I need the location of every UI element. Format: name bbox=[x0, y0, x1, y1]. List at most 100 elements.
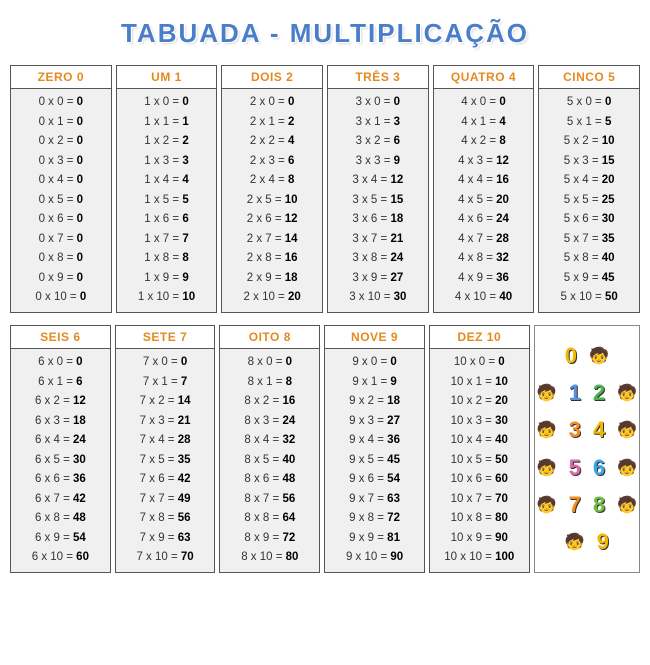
kid-icon: 🧒 bbox=[537, 458, 557, 478]
table-header: SEIS 6 bbox=[11, 326, 110, 349]
table-row: 4 x 10 = 40 bbox=[436, 288, 532, 308]
table-row: 3 x 10 = 30 bbox=[330, 288, 426, 308]
table-row: 4 x 8 = 32 bbox=[436, 249, 532, 269]
table-row: 5 x 9 = 45 bbox=[541, 269, 637, 289]
table-row: 3 x 7 = 21 bbox=[330, 230, 426, 250]
table-row: 4 x 2 = 8 bbox=[436, 132, 532, 152]
table-row: 3 x 4 = 12 bbox=[330, 171, 426, 191]
table-row: 2 x 4 = 8 bbox=[224, 171, 320, 191]
table-row: 3 x 3 = 9 bbox=[330, 152, 426, 172]
table-row: 9 x 1 = 9 bbox=[327, 373, 422, 393]
table-body: 3 x 0 = 03 x 1 = 33 x 2 = 63 x 3 = 93 x … bbox=[328, 89, 428, 312]
table-row: 10 x 5 = 50 bbox=[432, 451, 527, 471]
table-row: 0 x 5 = 0 bbox=[13, 191, 109, 211]
table-row: 10 x 0 = 0 bbox=[432, 353, 527, 373]
table-row: 10 x 2 = 20 bbox=[432, 392, 527, 412]
table-body: 9 x 0 = 09 x 1 = 99 x 2 = 189 x 3 = 279 … bbox=[325, 349, 424, 572]
table-row: 1 x 7 = 7 bbox=[119, 230, 215, 250]
table-row: 9 x 8 = 72 bbox=[327, 509, 422, 529]
kid-icon: 🧒 bbox=[537, 495, 557, 515]
table-row: 1 x 8 = 8 bbox=[119, 249, 215, 269]
table-row: 2 x 6 = 12 bbox=[224, 210, 320, 230]
table-body: 4 x 0 = 04 x 1 = 44 x 2 = 84 x 3 = 124 x… bbox=[434, 89, 534, 312]
kid-icon: 🧒 bbox=[617, 458, 637, 478]
times-table-5: CINCO 55 x 0 = 05 x 1 = 55 x 2 = 105 x 3… bbox=[538, 65, 640, 313]
decor-row: 🧒 56 🧒 bbox=[537, 455, 637, 481]
table-row: 7 x 8 = 56 bbox=[118, 509, 213, 529]
table-header: ZERO 0 bbox=[11, 66, 111, 89]
decor-digit-8: 8 bbox=[593, 492, 605, 518]
table-row: 7 x 1 = 7 bbox=[118, 373, 213, 393]
table-row: 1 x 0 = 0 bbox=[119, 93, 215, 113]
decor-digit-7: 7 bbox=[569, 492, 581, 518]
table-header: QUATRO 4 bbox=[434, 66, 534, 89]
table-row: 5 x 8 = 40 bbox=[541, 249, 637, 269]
table-row: 2 x 3 = 6 bbox=[224, 152, 320, 172]
table-row: 10 x 4 = 40 bbox=[432, 431, 527, 451]
table-row: 2 x 8 = 16 bbox=[224, 249, 320, 269]
table-row: 4 x 1 = 4 bbox=[436, 113, 532, 133]
times-table-2: DOIS 22 x 0 = 02 x 1 = 22 x 2 = 42 x 3 =… bbox=[221, 65, 323, 313]
table-row: 6 x 10 = 60 bbox=[13, 548, 108, 568]
table-row: 6 x 9 = 54 bbox=[13, 529, 108, 549]
tables-row-1: ZERO 00 x 0 = 00 x 1 = 00 x 2 = 00 x 3 =… bbox=[10, 65, 640, 313]
times-table-7: SETE 77 x 0 = 07 x 1 = 77 x 2 = 147 x 3 … bbox=[115, 325, 216, 573]
table-row: 6 x 2 = 12 bbox=[13, 392, 108, 412]
table-body: 2 x 0 = 02 x 1 = 22 x 2 = 42 x 3 = 62 x … bbox=[222, 89, 322, 312]
decor-row: 🧒34🧒 bbox=[537, 417, 637, 443]
table-row: 5 x 4 = 20 bbox=[541, 171, 637, 191]
table-row: 8 x 0 = 0 bbox=[222, 353, 317, 373]
table-row: 2 x 5 = 10 bbox=[224, 191, 320, 211]
table-header: TRÊS 3 bbox=[328, 66, 428, 89]
table-row: 10 x 10 = 100 bbox=[432, 548, 527, 568]
decor-digit-6: 6 bbox=[593, 455, 605, 481]
table-row: 7 x 0 = 0 bbox=[118, 353, 213, 373]
table-row: 8 x 7 = 56 bbox=[222, 490, 317, 510]
table-row: 4 x 3 = 12 bbox=[436, 152, 532, 172]
table-row: 6 x 3 = 18 bbox=[13, 412, 108, 432]
table-body: 6 x 0 = 06 x 1 = 66 x 2 = 126 x 3 = 186 … bbox=[11, 349, 110, 572]
table-row: 4 x 6 = 24 bbox=[436, 210, 532, 230]
table-row: 5 x 3 = 15 bbox=[541, 152, 637, 172]
table-row: 2 x 2 = 4 bbox=[224, 132, 320, 152]
table-row: 6 x 0 = 0 bbox=[13, 353, 108, 373]
decor-digit-5: 5 bbox=[569, 455, 581, 481]
table-header: NOVE 9 bbox=[325, 326, 424, 349]
table-row: 7 x 7 = 49 bbox=[118, 490, 213, 510]
table-row: 9 x 6 = 54 bbox=[327, 470, 422, 490]
table-body: 10 x 0 = 010 x 1 = 1010 x 2 = 2010 x 3 =… bbox=[430, 349, 529, 572]
times-table-6: SEIS 66 x 0 = 06 x 1 = 66 x 2 = 126 x 3 … bbox=[10, 325, 111, 573]
table-row: 3 x 9 = 27 bbox=[330, 269, 426, 289]
table-body: 5 x 0 = 05 x 1 = 55 x 2 = 105 x 3 = 155 … bbox=[539, 89, 639, 312]
table-row: 8 x 6 = 48 bbox=[222, 470, 317, 490]
table-row: 2 x 9 = 18 bbox=[224, 269, 320, 289]
table-row: 1 x 3 = 3 bbox=[119, 152, 215, 172]
table-row: 0 x 4 = 0 bbox=[13, 171, 109, 191]
table-body: 0 x 0 = 00 x 1 = 00 x 2 = 00 x 3 = 00 x … bbox=[11, 89, 111, 312]
table-row: 5 x 1 = 5 bbox=[541, 113, 637, 133]
decor-digit-9: 9 bbox=[597, 529, 609, 555]
kid-icon: 🧒 bbox=[537, 420, 557, 440]
table-row: 8 x 9 = 72 bbox=[222, 529, 317, 549]
table-row: 10 x 6 = 60 bbox=[432, 470, 527, 490]
table-body: 8 x 0 = 08 x 1 = 88 x 2 = 168 x 3 = 248 … bbox=[220, 349, 319, 572]
table-row: 7 x 6 = 42 bbox=[118, 470, 213, 490]
table-row: 7 x 4 = 28 bbox=[118, 431, 213, 451]
table-header: DEZ 10 bbox=[430, 326, 529, 349]
table-row: 8 x 3 = 24 bbox=[222, 412, 317, 432]
table-row: 2 x 1 = 2 bbox=[224, 113, 320, 133]
table-row: 6 x 5 = 30 bbox=[13, 451, 108, 471]
table-row: 8 x 4 = 32 bbox=[222, 431, 317, 451]
table-row: 6 x 8 = 48 bbox=[13, 509, 108, 529]
table-row: 1 x 5 = 5 bbox=[119, 191, 215, 211]
table-row: 10 x 7 = 70 bbox=[432, 490, 527, 510]
table-row: 2 x 10 = 20 bbox=[224, 288, 320, 308]
table-body: 1 x 0 = 01 x 1 = 11 x 2 = 21 x 3 = 31 x … bbox=[117, 89, 217, 312]
table-row: 0 x 6 = 0 bbox=[13, 210, 109, 230]
table-row: 5 x 6 = 30 bbox=[541, 210, 637, 230]
kid-icon: 🧒 bbox=[537, 383, 557, 403]
table-row: 8 x 10 = 80 bbox=[222, 548, 317, 568]
table-row: 8 x 5 = 40 bbox=[222, 451, 317, 471]
table-row: 2 x 0 = 0 bbox=[224, 93, 320, 113]
table-header: OITO 8 bbox=[220, 326, 319, 349]
